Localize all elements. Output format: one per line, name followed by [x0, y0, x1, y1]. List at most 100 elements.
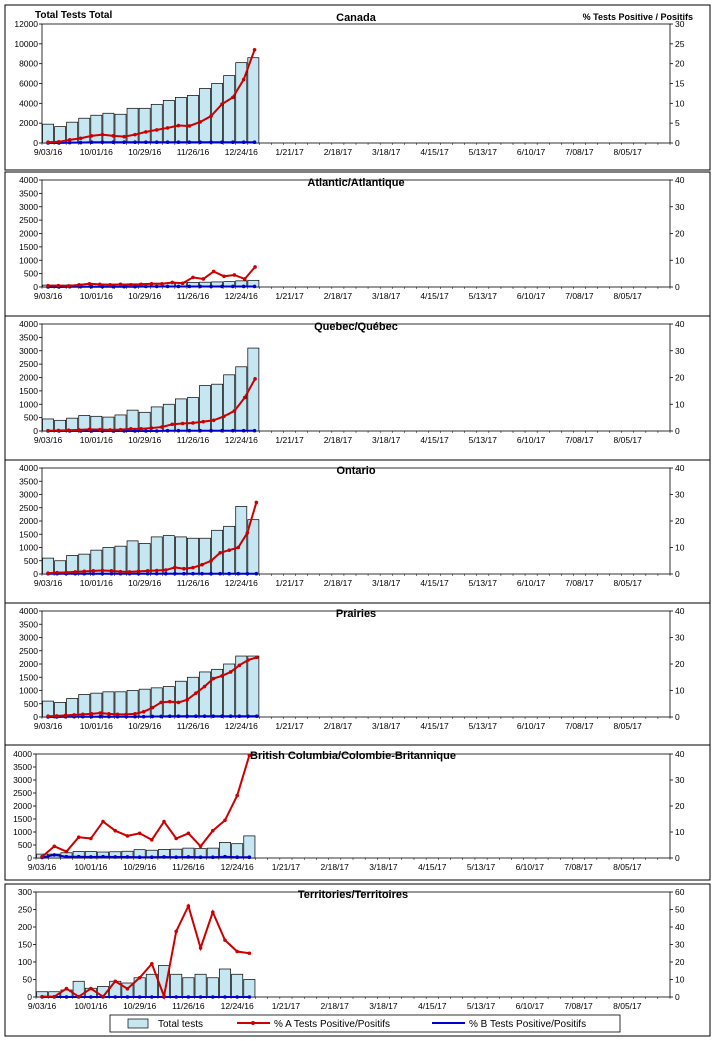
bar-total-tests	[114, 113, 127, 144]
x-tick-label: 5/13/17	[469, 578, 498, 588]
chart-panel: 0 500 1000 1500 2000 2500 3000 3500 4000 0 10 20 30 4…	[4, 602, 711, 749]
y-tick-label: 3500	[19, 188, 38, 198]
pct-a-point	[64, 570, 68, 575]
bar-total-tests	[206, 977, 219, 998]
pct-b-point	[162, 855, 166, 859]
legend-marker-pct-a	[251, 1021, 255, 1025]
y2-tick-label: 40	[675, 749, 685, 759]
x-tick-label: 9/03/16	[34, 147, 63, 157]
pct-a-point	[72, 713, 76, 717]
pct-a-point	[210, 828, 215, 833]
y2-tick-label: 0	[675, 138, 680, 148]
y-tick-label: 2000	[13, 801, 32, 811]
pct-b-point	[231, 428, 235, 433]
y-tick-label: 50	[23, 975, 33, 985]
bar-total-tests	[170, 973, 183, 998]
pct-a-point	[211, 269, 216, 274]
x-tick-label: 10/29/16	[123, 862, 156, 872]
pct-a-point	[160, 425, 164, 429]
pct-b-point	[76, 854, 81, 859]
pct-a-point	[170, 280, 175, 285]
y-tick-label: 250	[18, 905, 32, 915]
x-tick-label: 2/18/17	[321, 862, 350, 872]
pct-a-point	[57, 140, 61, 144]
y-tick-label: 1000	[19, 686, 38, 696]
x-tick-label: 5/13/17	[467, 862, 496, 872]
y2-tick-label: 40	[675, 463, 685, 473]
pct-b-line	[41, 853, 250, 859]
pct-b-point	[198, 140, 203, 145]
y2-tick-label: 40	[675, 606, 685, 616]
x-tick-label: 10/29/16	[123, 1001, 156, 1011]
y2-tick-label: 60	[675, 887, 685, 897]
y-tick-label: 1000	[19, 543, 38, 553]
pct-b-point	[109, 571, 114, 576]
x-tick-label: 3/18/17	[372, 291, 401, 301]
bar-total-tests	[223, 374, 236, 432]
y2-tick-label: 30	[675, 202, 685, 212]
bar-total-tests	[174, 97, 187, 144]
pct-b-point	[182, 571, 186, 576]
y-tick-label: 4000	[19, 319, 38, 329]
pct-b-point	[252, 140, 257, 145]
y-tick-label: 0	[27, 992, 32, 1002]
bar-total-tests	[126, 107, 139, 144]
pct-b-point	[209, 428, 213, 433]
x-tick-label: 3/18/17	[372, 435, 401, 445]
y-tick-label: 2000	[19, 118, 38, 128]
pct-a-point	[46, 283, 50, 288]
pct-b-point	[252, 284, 257, 289]
pct-a-point	[191, 421, 195, 425]
pct-a-point	[82, 569, 87, 574]
pct-a-point	[77, 428, 81, 432]
bar-total-tests	[231, 973, 244, 998]
y2-tick-label: 40	[675, 922, 685, 932]
pct-a-point	[129, 283, 133, 287]
y-tick-label: 300	[18, 887, 32, 897]
pct-b-point	[174, 855, 179, 860]
bar-total-tests	[138, 107, 151, 144]
y-tick-label: 500	[24, 699, 38, 709]
y-tick-label: 1000	[13, 827, 32, 837]
pct-b-point	[122, 140, 126, 145]
pct-a-point	[56, 428, 61, 433]
pct-a-point	[228, 670, 233, 674]
x-tick-label: 2/18/17	[324, 578, 353, 588]
pct-b-point	[220, 284, 224, 289]
x-tick-label: 2/18/17	[324, 435, 353, 445]
bar-total-tests	[150, 536, 163, 575]
pct-b-point	[100, 284, 105, 289]
pct-b-point	[211, 714, 216, 719]
x-tick-label: 1/21/17	[275, 435, 304, 445]
y2-tick-label: 10	[675, 543, 685, 553]
pct-b-point	[133, 140, 137, 145]
pct-b-point	[209, 571, 213, 576]
pct-a-point	[122, 134, 126, 139]
pct-a-point	[220, 674, 224, 678]
pct-b-point	[52, 853, 57, 857]
bar-total-tests	[243, 835, 256, 859]
pct-b-point	[241, 284, 246, 289]
y2-tick-label: 20	[675, 957, 685, 967]
y2-tick-label: 10	[675, 399, 685, 409]
pct-a-point	[111, 134, 116, 138]
y2-tick-label: 25	[675, 39, 685, 49]
pct-a-line	[41, 755, 251, 858]
pct-a-point	[254, 655, 259, 660]
pct-a-point	[174, 929, 179, 934]
pct-a-point	[89, 986, 93, 991]
pct-a-point	[209, 114, 213, 118]
pct-b-point	[125, 995, 130, 999]
pct-a-point	[113, 828, 118, 833]
y-tick-label: 500	[24, 269, 38, 279]
pct-a-point	[97, 282, 102, 287]
y-tick-label: 2000	[19, 516, 38, 526]
x-tick-label: 2/18/17	[324, 147, 353, 157]
y2-tick-label: 50	[675, 905, 685, 915]
legend-frame	[109, 1014, 621, 1033]
bar-total-tests	[174, 398, 187, 432]
pct-a-point	[66, 284, 71, 288]
y-tick-label: 2500	[19, 646, 38, 656]
pct-a-point	[54, 714, 59, 718]
bar-total-tests	[126, 540, 139, 575]
